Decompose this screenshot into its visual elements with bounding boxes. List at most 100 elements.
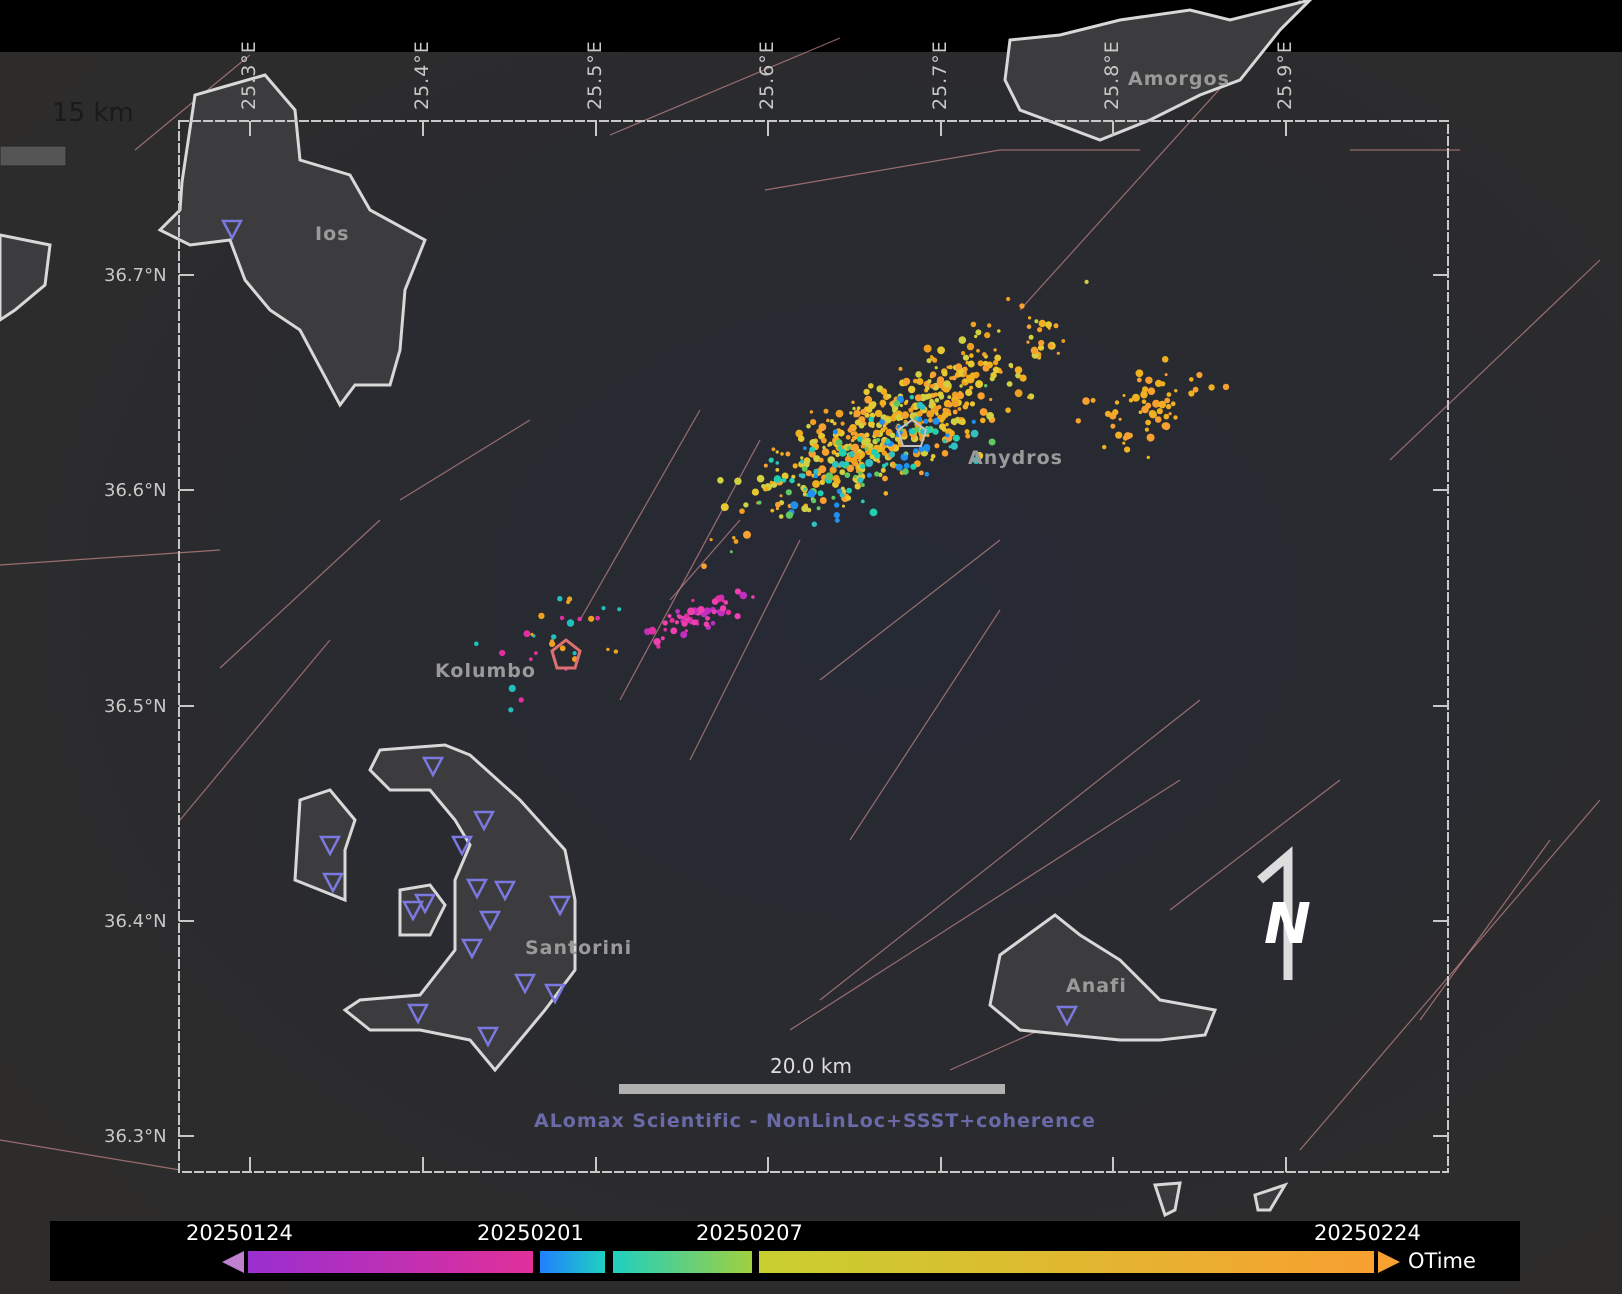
epicenter-point — [813, 455, 821, 463]
epicenter-point — [809, 446, 816, 453]
place-anafi: Anafi — [1066, 975, 1127, 997]
epicenter-point — [942, 439, 947, 444]
epicenter-point — [1115, 431, 1123, 439]
epicenter-point — [979, 408, 988, 416]
epicenter-point — [572, 651, 577, 656]
epicenter-point — [1161, 356, 1169, 363]
epicenter-point — [1038, 319, 1047, 328]
island-amorgos — [1003, 0, 1313, 142]
epicenter-point — [952, 434, 960, 442]
epicenter-point — [984, 384, 988, 388]
fault-line — [579, 409, 701, 621]
epicenter-point — [932, 428, 939, 435]
epicenter-point — [675, 609, 680, 614]
epicenter-point — [939, 393, 945, 400]
epicenter-point — [851, 443, 860, 452]
map-frame — [178, 120, 1449, 1173]
epicenter-point — [914, 394, 923, 402]
epicenter-point — [606, 647, 610, 652]
epicenter-point — [613, 649, 619, 654]
station-triangle-icon — [401, 900, 425, 922]
epicenter-point — [943, 380, 951, 388]
epicenter-point — [937, 377, 945, 384]
epicenter-point — [795, 429, 803, 438]
epicenter-point — [969, 385, 974, 390]
epicenter-point — [883, 491, 889, 496]
epicenter-point — [800, 456, 804, 460]
station-triangle-icon — [406, 1003, 430, 1025]
epicenter-point — [930, 371, 937, 378]
epicenter-point — [763, 463, 768, 468]
epicenter-point — [818, 423, 827, 431]
fault-line — [669, 519, 741, 601]
epicenter-point — [974, 334, 978, 339]
epicenter-point — [712, 598, 718, 605]
epicenter-point — [923, 344, 932, 353]
north-arrow — [1257, 846, 1293, 980]
epicenter-point — [508, 684, 516, 693]
epicenter-point — [1038, 339, 1045, 347]
station-triangle-icon — [413, 893, 437, 915]
epicenter-point — [977, 392, 985, 400]
epicenter-point — [1158, 400, 1166, 409]
epicenter-point — [937, 404, 942, 410]
epicenter-point — [923, 418, 929, 424]
epicenter-point — [902, 428, 907, 433]
epicenter-point — [734, 613, 741, 620]
epicenter-point — [903, 452, 908, 456]
epicenter-point — [751, 488, 760, 496]
epicenter-point — [725, 609, 732, 616]
epicenter-point — [1053, 323, 1059, 329]
epicenter-point — [882, 475, 888, 482]
epicenter-point — [1090, 397, 1096, 403]
epicenter-point — [715, 609, 720, 613]
epicenter-point — [864, 446, 869, 451]
epicenter-point — [945, 433, 950, 438]
epicenter-point — [775, 468, 780, 472]
epicenter-point — [909, 395, 914, 400]
epicenter-point — [778, 514, 784, 519]
epicenter-point — [842, 504, 845, 508]
epicenter-point — [872, 429, 881, 437]
epicenter-point — [988, 438, 996, 446]
epicenter-point — [972, 456, 980, 465]
epicenter-point — [946, 401, 953, 408]
epicenter-point — [1189, 377, 1194, 382]
epicenter-point — [966, 342, 975, 351]
epicenter-point — [926, 410, 935, 418]
epicenter-point — [1037, 327, 1043, 333]
epicenter-point — [875, 437, 881, 442]
epicenter-point — [910, 405, 914, 409]
epicenter-point — [941, 370, 948, 377]
epicenter-point — [792, 463, 798, 469]
epicenter-point — [821, 433, 825, 438]
epicenter-point — [865, 406, 873, 413]
epicenter-point — [888, 451, 896, 458]
epicenter-point — [1144, 427, 1149, 432]
epicenter-point — [854, 483, 861, 490]
epicenter-point — [935, 412, 939, 416]
epicenter-point — [924, 393, 931, 400]
epicenter-point — [739, 591, 748, 600]
epicenter-point — [813, 468, 819, 474]
fault-line — [179, 639, 331, 821]
epicenter-point — [874, 471, 880, 477]
epicenter-point — [835, 409, 844, 418]
epicenter-point — [1152, 399, 1161, 408]
epicenter-point — [908, 407, 914, 413]
island-santorini-thera — [342, 743, 577, 1073]
epicenter-point — [821, 437, 827, 444]
epicenter-point — [805, 470, 812, 477]
epicenter-point — [771, 447, 776, 452]
epicenter-point — [916, 410, 923, 417]
epicenter-point — [734, 477, 742, 485]
epicenter-point — [1030, 346, 1039, 355]
epicenter-point — [800, 473, 806, 479]
epicenter-point — [889, 432, 896, 439]
epicenter-point — [952, 409, 958, 415]
epicenter-point — [775, 501, 781, 508]
epicenter-point — [961, 351, 966, 356]
epicenter-point — [930, 457, 934, 462]
epicenter-point — [850, 438, 855, 443]
epicenter-point — [925, 385, 930, 391]
